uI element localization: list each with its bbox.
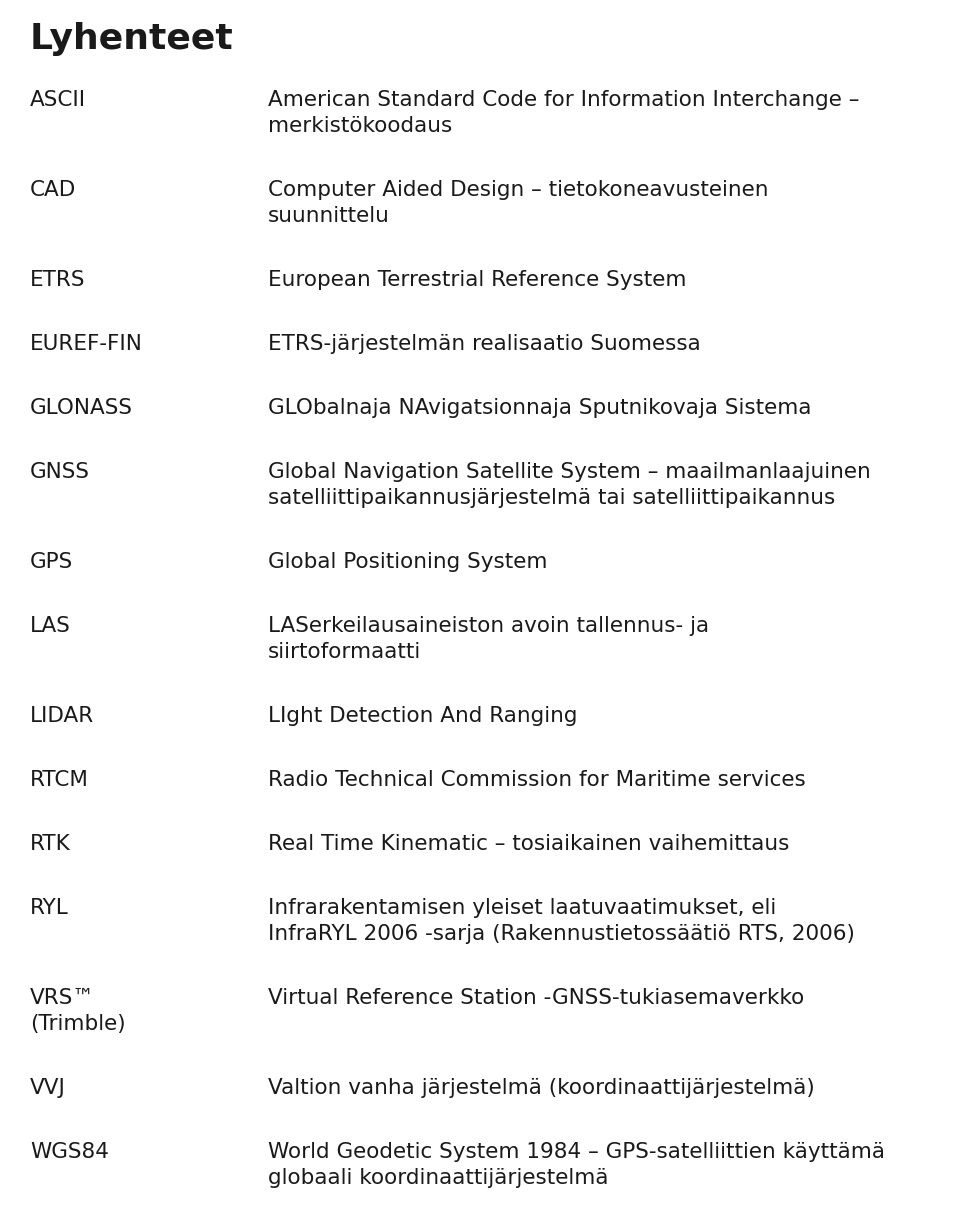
Text: CAD: CAD — [30, 180, 76, 199]
Text: GLObalnaja NAvigatsionnaja Sputnikovaja Sistema: GLObalnaja NAvigatsionnaja Sputnikovaja … — [268, 398, 811, 418]
Text: RTCM: RTCM — [30, 770, 89, 790]
Text: merkistökoodaus: merkistökoodaus — [268, 116, 452, 136]
Text: Global Positioning System: Global Positioning System — [268, 552, 547, 572]
Text: EUREF-FIN: EUREF-FIN — [30, 334, 143, 354]
Text: LAS: LAS — [30, 617, 71, 636]
Text: GLONASS: GLONASS — [30, 398, 133, 418]
Text: ASCII: ASCII — [30, 90, 86, 109]
Text: Valtion vanha järjestelmä (koordinaattijärjestelmä): Valtion vanha järjestelmä (koordinaattij… — [268, 1079, 815, 1098]
Text: (Trimble): (Trimble) — [30, 1014, 126, 1034]
Text: VRS™: VRS™ — [30, 987, 95, 1008]
Text: Radio Technical Commission for Maritime services: Radio Technical Commission for Maritime … — [268, 770, 805, 790]
Text: GPS: GPS — [30, 552, 73, 572]
Text: suunnittelu: suunnittelu — [268, 206, 390, 226]
Text: globaali koordinaattijärjestelmä: globaali koordinaattijärjestelmä — [268, 1169, 609, 1188]
Text: siirtoformaatti: siirtoformaatti — [268, 642, 421, 662]
Text: ETRS-järjestelmän realisaatio Suomessa: ETRS-järjestelmän realisaatio Suomessa — [268, 334, 701, 354]
Text: WGS84: WGS84 — [30, 1142, 109, 1162]
Text: LIght Detection And Ranging: LIght Detection And Ranging — [268, 706, 578, 726]
Text: Infrarakentamisen yleiset laatuvaatimukset, eli: Infrarakentamisen yleiset laatuvaatimuks… — [268, 897, 777, 918]
Text: Computer Aided Design – tietokoneavusteinen: Computer Aided Design – tietokoneavustei… — [268, 180, 769, 199]
Text: Real Time Kinematic – tosiaikainen vaihemittaus: Real Time Kinematic – tosiaikainen vaihe… — [268, 834, 789, 854]
Text: VVJ: VVJ — [30, 1079, 66, 1098]
Text: InfraRYL 2006 -sarja (Rakennustietossäätiö RTS, 2006): InfraRYL 2006 -sarja (Rakennustietossäät… — [268, 924, 854, 944]
Text: Global Navigation Satellite System – maailmanlaajuinen: Global Navigation Satellite System – maa… — [268, 462, 871, 482]
Text: American Standard Code for Information Interchange –: American Standard Code for Information I… — [268, 90, 859, 109]
Text: Virtual Reference Station -GNSS-tukiasemaverkko: Virtual Reference Station -GNSS-tukiasem… — [268, 987, 804, 1008]
Text: ETRS: ETRS — [30, 270, 85, 289]
Text: Lyhenteet: Lyhenteet — [30, 22, 233, 56]
Text: GNSS: GNSS — [30, 462, 90, 482]
Text: RYL: RYL — [30, 897, 69, 918]
Text: LASerkeilausaineiston avoin tallennus- ja: LASerkeilausaineiston avoin tallennus- j… — [268, 617, 709, 636]
Text: World Geodetic System 1984 – GPS-satelliittien käyttämä: World Geodetic System 1984 – GPS-satelli… — [268, 1142, 885, 1162]
Text: satelliittipaikannusjärjestelmä tai satelliittipaikannus: satelliittipaikannusjärjestelmä tai sate… — [268, 488, 835, 508]
Text: RTK: RTK — [30, 834, 71, 854]
Text: European Terrestrial Reference System: European Terrestrial Reference System — [268, 270, 686, 289]
Text: LIDAR: LIDAR — [30, 706, 94, 726]
